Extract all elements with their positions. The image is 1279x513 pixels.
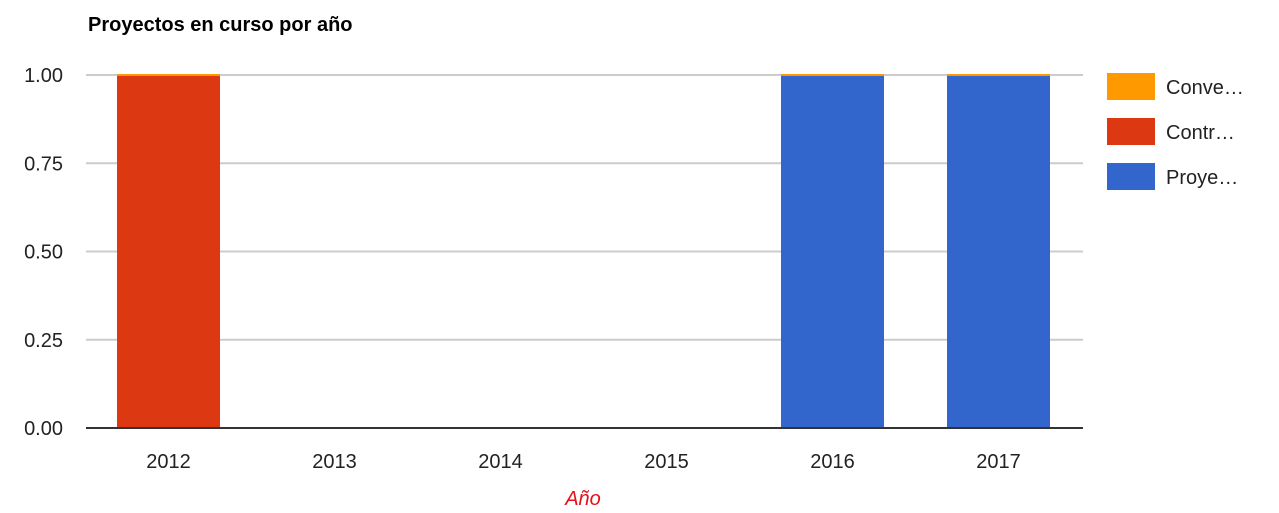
bar	[947, 75, 1050, 428]
chart-title: Proyectos en curso por año	[88, 14, 353, 36]
bar	[781, 75, 884, 428]
x-tick-label: 2017	[976, 451, 1021, 473]
x-axis-label: Año	[564, 488, 601, 510]
bar-cap	[947, 74, 1050, 76]
legend: Conve… Contr… Proye…	[1107, 73, 1244, 190]
y-tick-label: 0.50	[24, 242, 63, 264]
legend-label: Contr…	[1166, 122, 1235, 144]
y-tick-label: 0.25	[24, 330, 63, 352]
bar-cap	[781, 74, 884, 76]
x-tick-label: 2013	[312, 451, 357, 473]
x-tick-label: 2012	[146, 451, 191, 473]
bar	[117, 75, 220, 428]
legend-swatch	[1107, 73, 1155, 100]
x-axis-ticks: 2012 2013 2014 2015 2016 2017	[146, 451, 1021, 473]
bar-cap	[117, 74, 220, 76]
y-tick-label: 0.00	[24, 418, 63, 440]
x-tick-label: 2016	[810, 451, 855, 473]
gridlines	[86, 74, 1083, 341]
y-axis-ticks: 0.00 0.25 0.50 0.75 1.00	[24, 65, 63, 440]
y-tick-label: 1.00	[24, 65, 63, 87]
legend-swatch	[1107, 118, 1155, 145]
y-tick-label: 0.75	[24, 153, 63, 175]
legend-swatch	[1107, 163, 1155, 190]
x-tick-label: 2015	[644, 451, 689, 473]
x-tick-label: 2014	[478, 451, 523, 473]
bars	[117, 74, 1050, 428]
legend-label: Conve…	[1166, 77, 1244, 99]
legend-label: Proye…	[1166, 167, 1238, 189]
